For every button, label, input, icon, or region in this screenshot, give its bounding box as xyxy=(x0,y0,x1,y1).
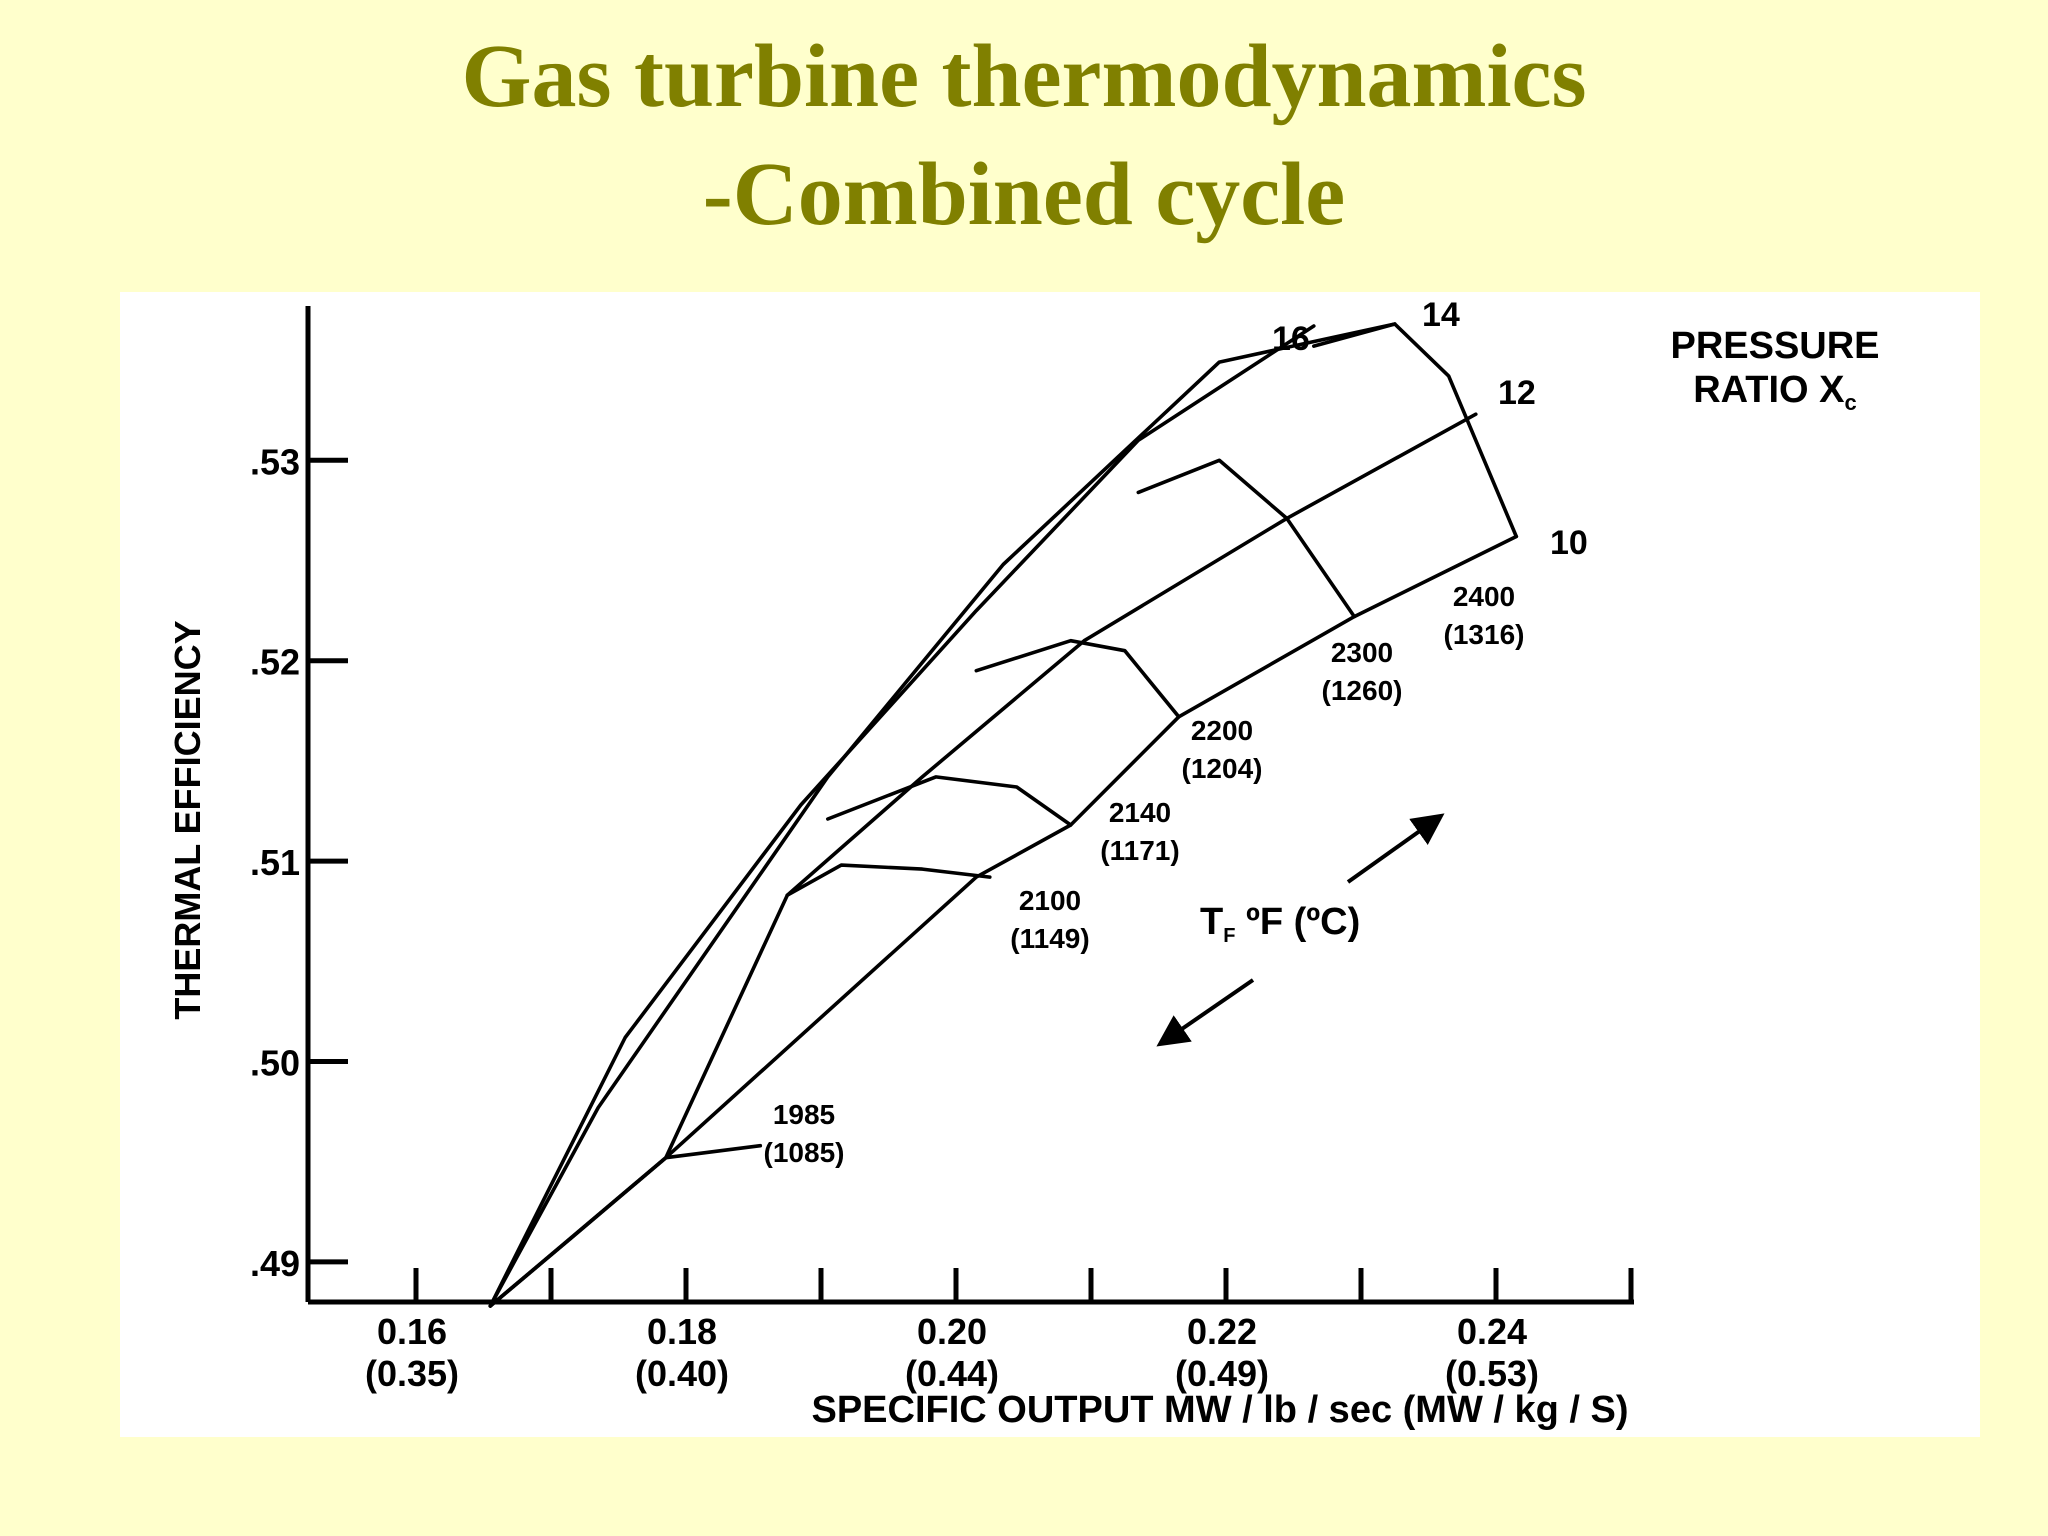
efficiency-chart: .49.50.51.52.530.16(0.35)0.18(0.40)0.20(… xyxy=(167,296,1880,1431)
x-tick-label: 0.20 xyxy=(917,1311,987,1352)
temperature-label-subscript: F xyxy=(1223,925,1235,947)
x-tick-sublabel: (0.35) xyxy=(365,1353,459,1394)
temperature-label-2300: 2300 xyxy=(1331,637,1393,668)
x-tick-sublabel: (0.49) xyxy=(1175,1353,1269,1394)
temperature-label-main: T xyxy=(1200,901,1223,943)
temperature-label: TF ºF (ºC) xyxy=(1200,901,1360,947)
temperature-line-2200 xyxy=(974,638,1181,719)
x-axis-title: SPECIFIC OUTPUT MW / lb / sec (MW / kg /… xyxy=(811,1389,1628,1431)
temperature-sublabel-2400: (1316) xyxy=(1444,619,1525,650)
title-line-1: Gas turbine thermodynamics xyxy=(461,27,1587,126)
x-tick-label: 0.24 xyxy=(1457,1311,1527,1352)
x-tick-label: 0.22 xyxy=(1187,1311,1257,1352)
x-tick-sublabel: (0.44) xyxy=(905,1353,999,1394)
pressure-ratio-label-16: 16 xyxy=(1272,320,1310,358)
temperature-line-2300 xyxy=(1136,458,1357,619)
chart-panel: .49.50.51.52.53 0.16 (0.35) 0.18 (0.40) 0.20(… xyxy=(120,292,1980,1437)
temperature-sublabel-2300: (1260) xyxy=(1322,675,1403,706)
pressure-ratio-label-12: 12 xyxy=(1498,374,1536,412)
y-tick-label: .50 xyxy=(250,1043,300,1084)
temperature-line-2100 xyxy=(785,863,992,898)
temperature-line-2400 xyxy=(1312,322,1519,539)
temperature-line-2140 xyxy=(825,775,1073,827)
pressure-ratio-line-14 xyxy=(488,322,1397,1308)
slide-title: Gas turbine thermodynamics -Combined cyc… xyxy=(0,18,2048,254)
temperature-label-2100: 2100 xyxy=(1019,885,1081,916)
x-tick-sublabel: (0.53) xyxy=(1445,1353,1539,1394)
temperature-sublabel-2200: (1204) xyxy=(1182,753,1263,784)
legend-subscript: c xyxy=(1845,390,1857,415)
temperature-label-rest: ºF (ºC) xyxy=(1235,901,1360,943)
legend-line-2: RATIO Xc xyxy=(1693,369,1857,415)
y-tick-label: .51 xyxy=(250,842,300,883)
legend-line-1: PRESSURE xyxy=(1670,325,1879,367)
arrow-increasing xyxy=(1346,813,1445,884)
pressure-ratio-label-10: 10 xyxy=(1550,524,1588,562)
y-tick-label: .53 xyxy=(250,441,300,482)
pressure-ratio-label-14: 14 xyxy=(1422,296,1460,334)
arrow-decreasing xyxy=(1156,978,1255,1047)
temperature-sublabel-2140: (1171) xyxy=(1100,835,1179,866)
temperature-sublabel-1985: (1085) xyxy=(764,1137,845,1168)
x-tick-label: 0.18 xyxy=(647,1311,717,1352)
legend-ratio-text: RATIO X xyxy=(1693,369,1845,411)
title-line-2: -Combined cycle xyxy=(702,145,1346,244)
temperature-line-1985 xyxy=(488,1143,763,1308)
y-tick-label: .49 xyxy=(250,1243,300,1284)
x-tick-sublabel: (0.40) xyxy=(635,1353,729,1394)
pressure-ratio-line-16 xyxy=(488,324,1316,1308)
x-tick-label: 0.16 xyxy=(377,1311,447,1352)
temperature-sublabel-2100: (1149) xyxy=(1010,923,1089,954)
temperature-label-2200: 2200 xyxy=(1191,715,1253,746)
legend: PRESSURE RATIO Xc xyxy=(1670,325,1879,415)
y-tick-label: .52 xyxy=(250,642,300,683)
pressure-ratio-line-12 xyxy=(488,412,1478,1308)
temperature-label-2140: 2140 xyxy=(1109,797,1171,828)
temperature-label-2400: 2400 xyxy=(1453,581,1515,612)
y-axis-title: THERMAL EFFICIENCY xyxy=(167,620,208,1019)
temperature-label-1985: 1985 xyxy=(773,1099,835,1130)
